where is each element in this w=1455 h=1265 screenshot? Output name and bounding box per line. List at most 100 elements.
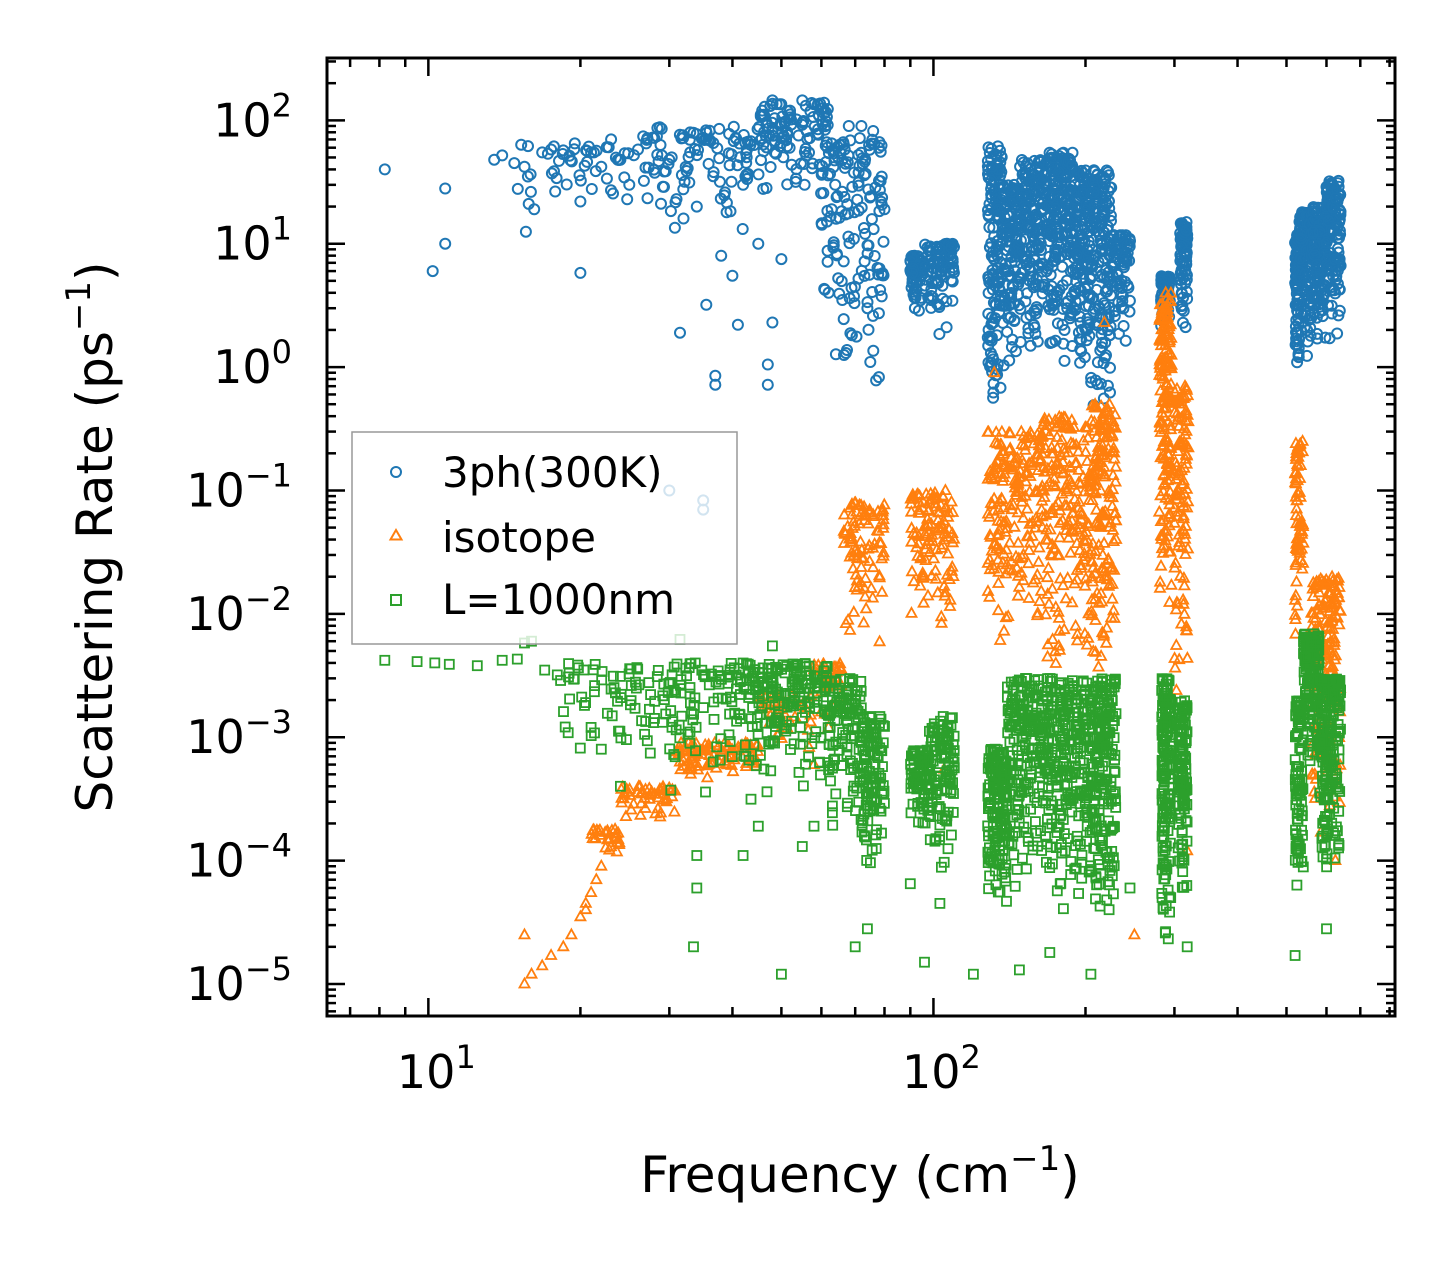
- point-3ph-300k: [838, 161, 851, 174]
- point-3ph-300k: [1016, 189, 1029, 202]
- point-3ph-300k: [1030, 242, 1043, 255]
- point-3ph-300k: [844, 134, 857, 147]
- point-3ph-300k: [833, 287, 846, 300]
- point-3ph-300k: [985, 188, 998, 201]
- point-3ph-300k: [545, 167, 558, 180]
- point-3ph-300k: [755, 132, 768, 145]
- point-3ph-300k: [714, 192, 727, 205]
- point-3ph-300k: [1090, 283, 1103, 296]
- point-3ph-300k: [560, 178, 573, 191]
- point-3ph-300k: [511, 182, 524, 195]
- point-3ph-300k: [1075, 333, 1088, 346]
- point-3ph-300k: [681, 162, 694, 175]
- point-3ph-300k: [726, 269, 739, 282]
- point-3ph-300k: [869, 181, 882, 194]
- point-3ph-300k: [1052, 188, 1065, 201]
- point-3ph-300k: [1096, 213, 1109, 226]
- point-3ph-300k: [439, 237, 452, 250]
- point-3ph-300k: [1024, 339, 1037, 352]
- point-3ph-300k: [741, 173, 754, 185]
- point-3ph-300k: [618, 171, 631, 184]
- point-3ph-300k: [637, 174, 650, 187]
- point-3ph-300k: [1019, 295, 1032, 308]
- point-3ph-300k: [905, 250, 918, 263]
- point-3ph-300k: [1014, 336, 1027, 348]
- point-3ph-300k: [818, 283, 831, 296]
- point-3ph-300k: [835, 275, 848, 288]
- point-3ph-300k: [845, 329, 858, 342]
- point-3ph-300k: [1091, 378, 1104, 391]
- point-3ph-300k: [985, 160, 998, 173]
- point-3ph-300k: [877, 235, 890, 248]
- point-3ph-300k: [999, 228, 1012, 241]
- point-3ph-300k: [515, 138, 528, 151]
- point-3ph-300k: [627, 149, 640, 162]
- point-3ph-300k: [723, 127, 736, 140]
- point-3ph-300k: [1016, 175, 1028, 188]
- point-3ph-300k: [864, 190, 877, 203]
- point-3ph-300k: [621, 193, 634, 206]
- point-3ph-300k: [1025, 222, 1038, 235]
- point-3ph-300k: [573, 169, 586, 182]
- point-3ph-300k: [852, 179, 865, 192]
- point-3ph-300k: [908, 302, 921, 315]
- point-3ph-300k: [568, 137, 581, 150]
- point-3ph-300k: [1048, 212, 1060, 225]
- point-3ph-300k: [1002, 179, 1015, 192]
- point-3ph-300k: [1022, 322, 1035, 335]
- point-3ph-300k: [769, 135, 782, 148]
- point-3ph-300k: [874, 284, 887, 296]
- point-3ph-300k: [1034, 154, 1047, 167]
- point-3ph-300k: [940, 321, 953, 334]
- point-3ph-300k: [841, 344, 853, 356]
- point-3ph-300k: [775, 98, 788, 111]
- point-3ph-300k: [851, 193, 864, 206]
- point-3ph-300k: [652, 155, 665, 168]
- point-3ph-300k: [547, 140, 560, 153]
- point-3ph-300k: [819, 123, 831, 136]
- data-points: [378, 94, 1348, 989]
- point-3ph-300k: [991, 358, 1004, 371]
- point-3ph-300k: [825, 203, 838, 216]
- point-3ph-300k: [789, 175, 802, 188]
- point-3ph-300k: [1110, 246, 1123, 259]
- point-3ph-300k: [549, 185, 562, 198]
- point-3ph-300k: [678, 175, 691, 188]
- point-3ph-300k: [872, 371, 885, 384]
- point-3ph-300k: [928, 256, 941, 269]
- point-3ph-300k: [861, 302, 874, 315]
- point-3ph-300k: [867, 223, 880, 236]
- point-3ph-300k: [1045, 280, 1058, 293]
- point-3ph-300k: [1121, 279, 1134, 292]
- point-3ph-300k: [1053, 213, 1066, 225]
- point-3ph-300k: [1024, 162, 1037, 175]
- point-3ph-300k: [674, 326, 686, 339]
- point-3ph-300k: [709, 369, 722, 382]
- point-3ph-300k: [757, 145, 770, 158]
- point-3ph-300k: [842, 230, 855, 243]
- point-3ph-300k: [831, 150, 844, 163]
- point-3ph-300k: [876, 191, 889, 204]
- point-3ph-300k: [861, 247, 874, 260]
- point-3ph-300k: [677, 183, 690, 196]
- point-3ph-300k: [761, 358, 774, 371]
- point-3ph-300k: [737, 129, 750, 141]
- point-3ph-300k: [675, 169, 688, 181]
- point-3ph-300k: [1008, 314, 1021, 327]
- point-3ph-300k: [1018, 233, 1031, 246]
- point-3ph-300k: [919, 279, 932, 292]
- point-3ph-300k: [688, 143, 701, 155]
- point-3ph-300k: [1073, 310, 1086, 323]
- point-3ph-300k: [664, 205, 677, 218]
- point-3ph-300k: [1033, 185, 1045, 198]
- point-3ph-300k: [797, 115, 810, 127]
- point-3ph-300k: [1067, 301, 1080, 314]
- point-3ph-300k: [874, 145, 887, 158]
- point-3ph-300k: [568, 143, 581, 156]
- point-3ph-300k: [508, 157, 521, 170]
- point-3ph-300k: [1042, 159, 1055, 172]
- point-3ph-300k: [1088, 181, 1101, 193]
- point-3ph-300k: [707, 170, 720, 183]
- point-3ph-300k: [655, 197, 667, 210]
- point-3ph-300k: [1001, 207, 1014, 220]
